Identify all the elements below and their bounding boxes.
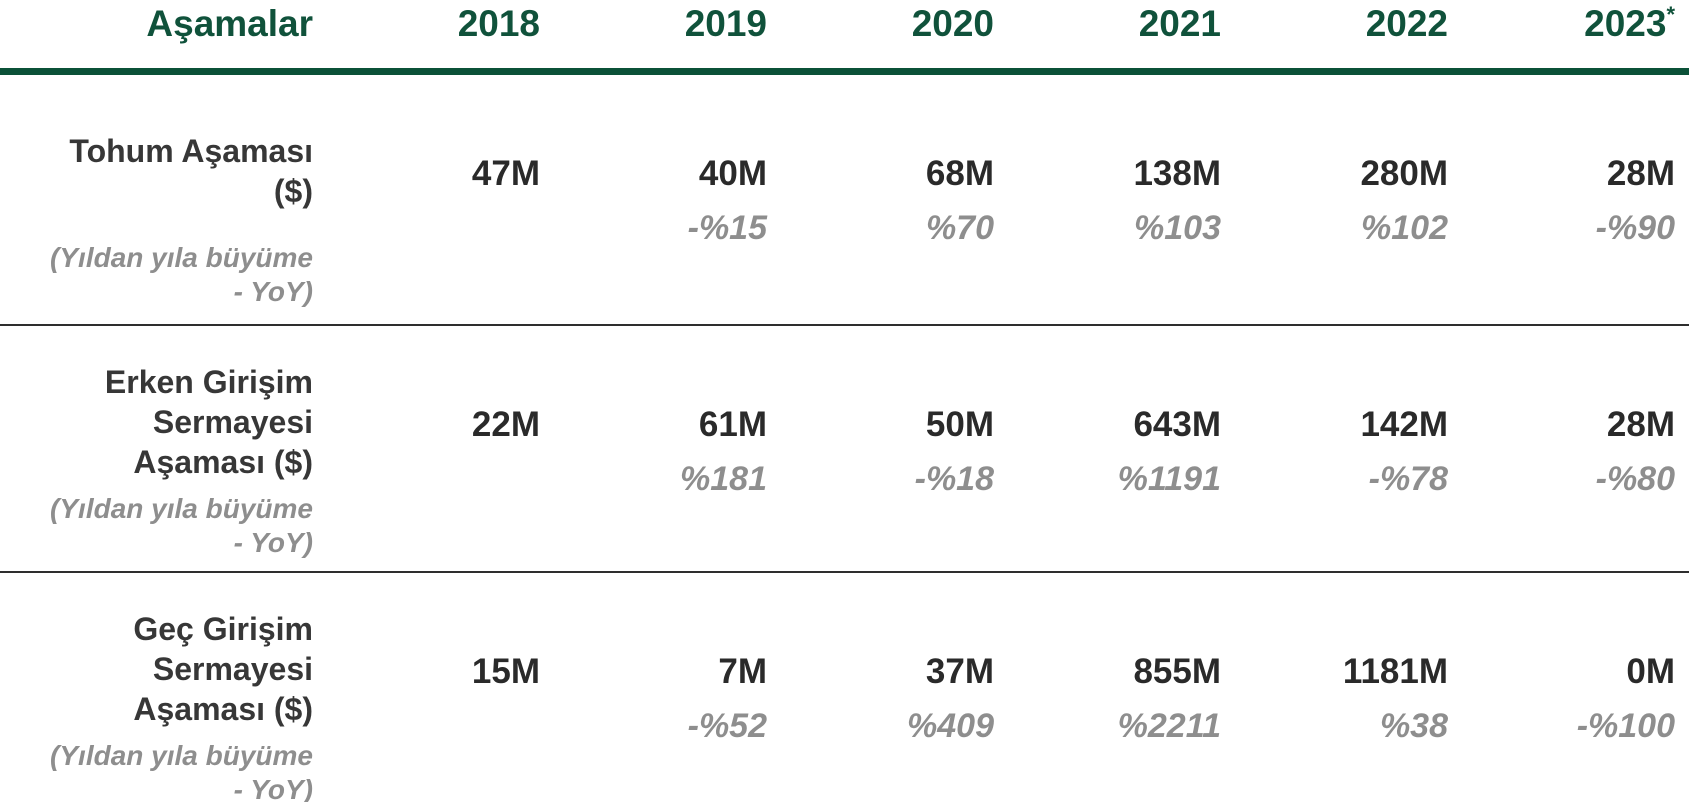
- amount-cell-2019: 7M -%52: [540, 573, 767, 802]
- amount-cell-2022: 280M %102: [1221, 75, 1448, 324]
- yoy-value: %409: [907, 707, 994, 745]
- stage-label-cell: Erken Girişim Sermayesi Aşaması ($) (Yıl…: [0, 326, 313, 571]
- stage-label: Erken Girişim Sermayesi Aşaması ($): [104, 364, 313, 480]
- yoy-value: -%80: [1595, 460, 1675, 498]
- amount-cell-2020: 37M %409: [767, 573, 994, 802]
- yoy-value: %103: [1134, 209, 1221, 247]
- amount-value: 0M: [1626, 652, 1675, 691]
- amount-value: 1181M: [1342, 652, 1448, 691]
- yoy-caption: - YoY): [233, 774, 313, 802]
- amount-cell-2019: 40M -%15: [540, 75, 767, 324]
- yoy-value: -%18: [914, 460, 994, 498]
- yoy-value: %102: [1361, 209, 1448, 247]
- stages-column-header: Aşamalar: [146, 3, 313, 44]
- amount-cell-2023: 0M -%100: [1448, 573, 1675, 802]
- amount-value: 37M: [925, 652, 994, 691]
- table-row-seed-stage: Tohum Aşaması ($) (Yıldan yıla büyüme - …: [0, 75, 1689, 324]
- amount-value: 28M: [1606, 154, 1675, 193]
- amount-value: 47M: [471, 154, 540, 193]
- amount-value: 855M: [1133, 652, 1221, 691]
- yoy-value: %38: [1379, 707, 1448, 745]
- stage-label-cell: Geç Girişim Sermayesi Aşaması ($) (Yılda…: [0, 573, 313, 802]
- stage-label: Tohum Aşaması ($): [69, 133, 313, 209]
- yoy-value: -%15: [687, 209, 767, 247]
- stage-label: Geç Girişim Sermayesi Aşaması ($): [133, 611, 313, 727]
- amount-cell-2018: 15M: [313, 573, 540, 802]
- amount-value: 61M: [698, 405, 767, 444]
- year-header-2019: 2019: [684, 3, 767, 44]
- amount-cell-2023: 28M -%90: [1448, 75, 1675, 324]
- header-rule: [0, 68, 1689, 75]
- amount-cell-2022: 142M -%78: [1221, 326, 1448, 571]
- year-header-2022: 2022: [1365, 3, 1448, 44]
- amount-value: 138M: [1133, 154, 1221, 193]
- amount-value: 68M: [925, 154, 994, 193]
- table-row-early-vc-stage: Erken Girişim Sermayesi Aşaması ($) (Yıl…: [0, 324, 1689, 571]
- yoy-caption: - YoY): [233, 276, 313, 307]
- amount-value: 40M: [698, 154, 767, 193]
- year-header-2020: 2020: [911, 3, 994, 44]
- amount-value: 22M: [471, 405, 540, 444]
- yoy-value: -%90: [1595, 209, 1675, 247]
- amount-cell-2018: 22M: [313, 326, 540, 571]
- amount-value: 142M: [1360, 405, 1448, 444]
- amount-value: 50M: [925, 405, 994, 444]
- table-header: Aşamalar 2018 2019 2020 2021 2022 2023*: [0, 0, 1689, 68]
- yoy-value: %181: [680, 460, 767, 498]
- amount-cell-2021: 138M %103: [994, 75, 1221, 324]
- amount-value: 280M: [1360, 154, 1448, 193]
- amount-cell-2021: 855M %2211: [994, 573, 1221, 802]
- yoy-caption: (Yıldan yıla büyüme: [50, 493, 313, 524]
- yoy-value: -%52: [687, 707, 767, 745]
- yoy-caption: (Yıldan yıla büyüme: [50, 242, 313, 273]
- amount-cell-2020: 50M -%18: [767, 326, 994, 571]
- amount-value: 7M: [718, 652, 767, 691]
- year-header-2018: 2018: [457, 3, 540, 44]
- yoy-value: %1191: [1117, 460, 1221, 498]
- yoy-value: %70: [925, 209, 994, 247]
- yoy-value: -%100: [1576, 707, 1675, 745]
- year-header-2021: 2021: [1138, 3, 1221, 44]
- year-footnote-mark: *: [1666, 2, 1675, 27]
- amount-cell-2019: 61M %181: [540, 326, 767, 571]
- yoy-value: -%78: [1368, 460, 1448, 498]
- yoy-value: %2211: [1117, 707, 1221, 745]
- amount-cell-2020: 68M %70: [767, 75, 994, 324]
- amount-value: 643M: [1133, 405, 1221, 444]
- amount-cell-2022: 1181M %38: [1221, 573, 1448, 802]
- amount-cell-2023: 28M -%80: [1448, 326, 1675, 571]
- stage-label-cell: Tohum Aşaması ($) (Yıldan yıla büyüme - …: [0, 75, 313, 324]
- table-row-late-vc-stage: Geç Girişim Sermayesi Aşaması ($) (Yılda…: [0, 571, 1689, 802]
- yoy-caption: - YoY): [233, 527, 313, 558]
- amount-value: 28M: [1606, 405, 1675, 444]
- amount-cell-2021: 643M %1191: [994, 326, 1221, 571]
- amount-value: 15M: [471, 652, 540, 691]
- yoy-caption: (Yıldan yıla büyüme: [50, 740, 313, 771]
- amount-cell-2018: 47M: [313, 75, 540, 324]
- year-header-2023: 2023*: [1584, 2, 1675, 44]
